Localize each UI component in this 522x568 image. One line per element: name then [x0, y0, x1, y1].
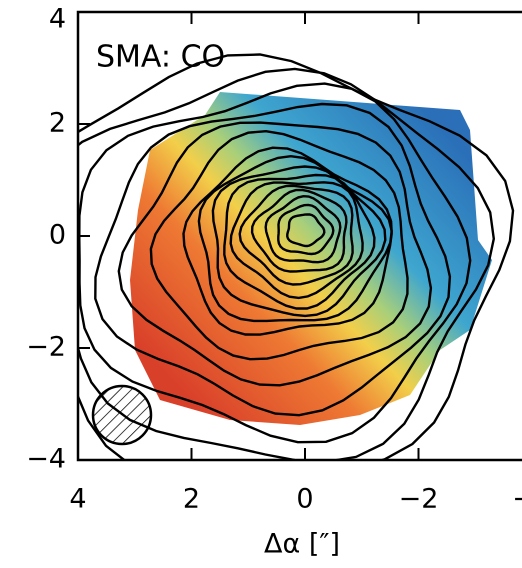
contour — [286, 213, 326, 248]
contour — [238, 184, 354, 286]
y-tick-label: 4 — [49, 4, 66, 35]
contour — [197, 154, 393, 323]
y-tick-label: 2 — [49, 108, 66, 139]
contour — [250, 188, 348, 273]
contour — [117, 121, 433, 387]
y-tick-label: −4 — [26, 444, 66, 475]
annotation: SMA: CO — [96, 40, 225, 75]
x-axis-label: Δα [″] — [264, 529, 340, 560]
y-tick-label: −2 — [26, 332, 66, 363]
x-tick-label: 2 — [183, 484, 200, 515]
x-tick-label: −2 — [399, 484, 439, 515]
map — [78, 53, 515, 460]
contour — [182, 146, 393, 336]
x-tick-label: 0 — [296, 484, 313, 515]
contour — [264, 194, 342, 264]
velocity-field — [130, 92, 492, 425]
contour — [277, 203, 335, 256]
contour — [229, 181, 364, 300]
y-tick-label: 0 — [49, 220, 66, 251]
beam — [91, 384, 153, 446]
x-tick-label: 4 — [69, 484, 86, 515]
contour — [149, 129, 409, 361]
x-tick-label: −4 — [512, 484, 522, 515]
contour — [94, 102, 452, 417]
